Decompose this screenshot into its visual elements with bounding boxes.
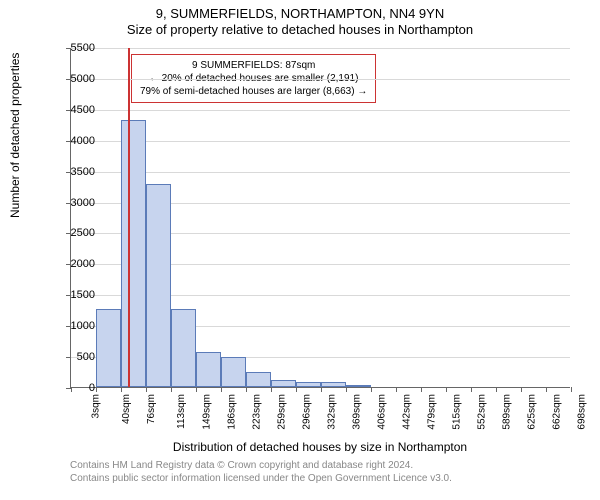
y-tick-label: 3000 [57,197,95,209]
histogram-bar [321,382,346,387]
grid-line [71,48,570,49]
histogram-bar [296,382,321,387]
histogram-bar [346,385,371,387]
footer-line2: Contains public sector information licen… [70,473,570,486]
x-tick-mark [171,387,172,392]
histogram-bar [171,309,196,387]
x-tick-mark [146,387,147,392]
x-tick-label: 186sqm [227,394,238,430]
x-tick-mark [121,387,122,392]
x-tick-mark [521,387,522,392]
chart-container: 9, SUMMERFIELDS, NORTHAMPTON, NN4 9YN Si… [0,0,600,500]
x-tick-label: 113sqm [176,394,187,429]
y-tick-label: 2000 [57,258,95,270]
y-tick-label: 3500 [57,166,95,178]
chart-title: 9, SUMMERFIELDS, NORTHAMPTON, NN4 9YN Si… [0,0,600,37]
x-tick-mark [571,387,572,392]
y-tick-label: 5000 [57,73,95,85]
property-marker-line [128,48,130,387]
x-tick-mark [346,387,347,392]
histogram-bar [221,357,246,387]
x-tick-label: 332sqm [326,394,337,430]
x-tick-mark [446,387,447,392]
x-tick-mark [221,387,222,392]
x-tick-label: 40sqm [121,394,132,424]
x-axis-label: Distribution of detached houses by size … [70,440,570,454]
y-tick-label: 4500 [57,104,95,116]
x-tick-mark [471,387,472,392]
title-line1: 9, SUMMERFIELDS, NORTHAMPTON, NN4 9YN [0,6,600,22]
plot-area: 9 SUMMERFIELDS: 87sqm ← 20% of detached … [70,48,570,388]
footer-line1: Contains HM Land Registry data © Crown c… [70,460,570,473]
x-tick-mark [371,387,372,392]
y-axis-label: Number of detached properties [8,53,22,218]
histogram-bar [196,352,221,387]
histogram-bar [246,372,271,387]
x-tick-mark [496,387,497,392]
histogram-bar [121,120,146,387]
footer: Contains HM Land Registry data © Crown c… [70,460,570,485]
x-tick-label: 589sqm [502,394,513,430]
x-tick-label: 479sqm [427,394,438,430]
x-tick-label: 515sqm [451,394,462,430]
x-tick-mark [421,387,422,392]
grid-line [71,110,570,111]
x-tick-mark [246,387,247,392]
x-tick-mark [196,387,197,392]
x-tick-label: 369sqm [352,394,363,430]
y-tick-label: 2500 [57,227,95,239]
x-tick-label: 698sqm [576,394,587,430]
y-tick-label: 500 [57,351,95,363]
x-tick-label: 259sqm [276,394,287,430]
y-tick-label: 4000 [57,135,95,147]
grid-line [71,79,570,80]
x-tick-label: 76sqm [146,394,157,424]
y-tick-label: 1500 [57,289,95,301]
y-tick-label: 5500 [57,42,95,54]
legend-line3: 79% of semi-detached houses are larger (… [140,85,367,98]
x-tick-mark [296,387,297,392]
x-tick-label: 552sqm [477,394,488,430]
title-line2: Size of property relative to detached ho… [0,22,600,38]
x-tick-mark [321,387,322,392]
x-tick-label: 662sqm [552,394,563,430]
y-tick-label: 0 [57,382,95,394]
x-tick-mark [271,387,272,392]
x-tick-label: 406sqm [377,394,388,430]
x-tick-label: 442sqm [401,394,412,430]
histogram-bar [146,184,171,387]
x-tick-label: 625sqm [526,394,537,430]
histogram-bar [271,380,296,387]
x-tick-label: 149sqm [201,394,212,430]
y-tick-label: 1000 [57,320,95,332]
x-tick-label: 3sqm [90,394,101,418]
legend-line1: 9 SUMMERFIELDS: 87sqm [140,59,367,72]
x-tick-label: 223sqm [252,394,263,430]
histogram-bar [96,309,121,387]
x-tick-mark [96,387,97,392]
x-tick-label: 296sqm [302,394,313,430]
x-tick-mark [546,387,547,392]
x-tick-mark [396,387,397,392]
